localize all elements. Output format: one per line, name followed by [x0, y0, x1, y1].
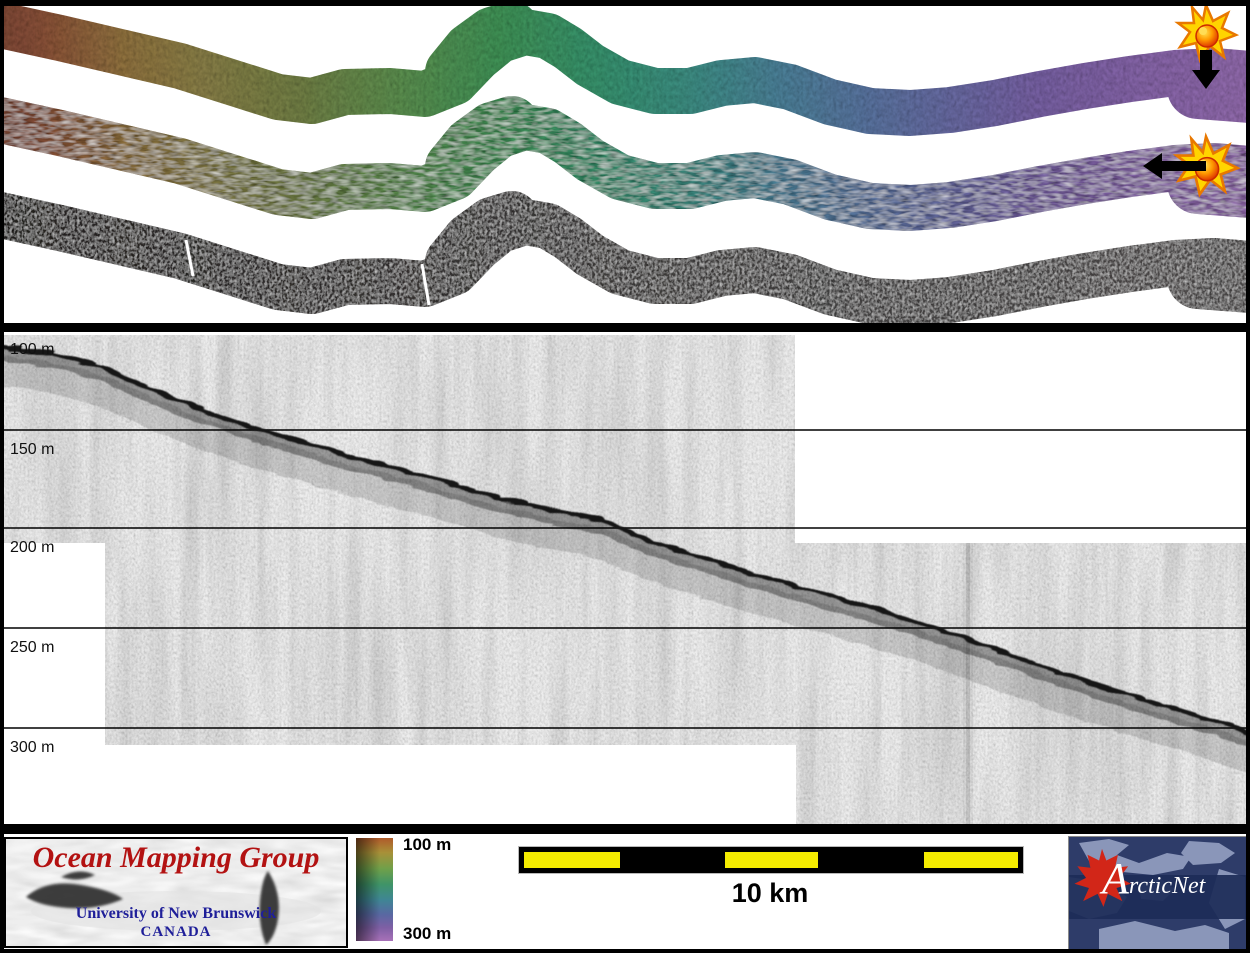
frame-left [0, 0, 4, 953]
frame-right [1246, 0, 1250, 953]
omg-title: Ocean Mapping Group [32, 841, 320, 874]
colorbar-top-label: 100 m [403, 835, 452, 854]
depth-label: 100 m [10, 341, 54, 358]
scale-bar-label: 10 km [731, 878, 809, 908]
maple-leaf-icon [1074, 848, 1131, 907]
omg-logo-art [6, 839, 346, 946]
depth-label: 200 m [10, 539, 54, 556]
arcticnet-wordmark: ArcticNet [1102, 857, 1205, 901]
echogram-streak [966, 543, 970, 824]
frame-bottom [0, 949, 1250, 953]
echogram-segment-upper [0, 335, 795, 543]
arcticnet-logo [1068, 836, 1248, 951]
omg-silhouette-left-top [61, 871, 95, 880]
left-arrow-icon [1143, 153, 1206, 179]
omg-subtitle: University of New Brunswick [75, 905, 277, 922]
scale-bar [518, 846, 1024, 874]
arcticnet-initial: A [1102, 854, 1129, 903]
scale-bar-segment [924, 852, 1018, 868]
bathymetry-swath [0, 25, 1250, 113]
omg-country: CANADA [140, 924, 212, 940]
depth-colorbar [356, 838, 393, 941]
echogram-streak [963, 543, 973, 824]
swath-seam [184, 239, 195, 277]
backscatter-swath [0, 215, 1250, 303]
panel-separator-bottom [0, 824, 1250, 834]
depth-label: 150 m [10, 441, 54, 458]
profile-panel: 100 m 150 m 200 m 250 m 300 m [0, 335, 1250, 824]
colorbar-bottom-label: 300 m [403, 924, 452, 943]
down-arrow-icon [1192, 50, 1220, 89]
ocean-mapping-group-logo [4, 837, 348, 948]
frame-top [0, 0, 1250, 6]
omg-silhouette-right [259, 871, 279, 945]
depth-label: 300 m [10, 739, 54, 756]
echogram-gap [791, 745, 796, 824]
shaded-relief-swath [0, 120, 1250, 208]
depth-label: 250 m [10, 639, 54, 656]
swath-seam [420, 263, 431, 306]
arcticnet-rest: rcticNet [1128, 873, 1206, 899]
panel-separator-top [0, 323, 1250, 332]
scale-bar-segment [725, 852, 818, 868]
arcticnet-art [1069, 837, 1247, 950]
scale-bar-segment [524, 852, 620, 868]
swath-panel [0, 0, 1250, 323]
omg-silhouette-left [26, 883, 123, 909]
